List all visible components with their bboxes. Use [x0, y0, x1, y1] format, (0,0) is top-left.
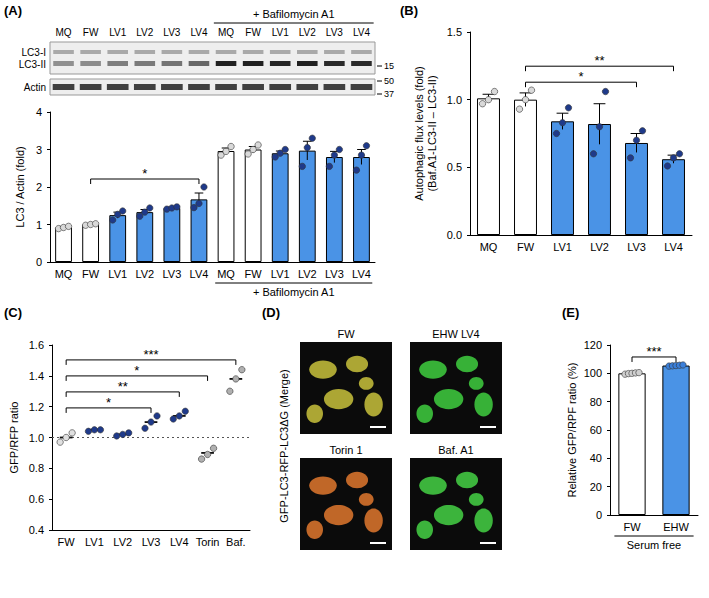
- svg-text:(A): (A): [4, 3, 22, 18]
- svg-text:GFP-LC3-RFP-LC3ΔG (Merge): GFP-LC3-RFP-LC3ΔG (Merge): [278, 369, 290, 522]
- svg-text:*: *: [142, 166, 147, 181]
- svg-text:FW: FW: [245, 27, 261, 38]
- svg-text:1: 1: [36, 219, 42, 231]
- svg-text:(Baf.A1-LC3-II – LC3-II): (Baf.A1-LC3-II – LC3-II): [426, 75, 438, 191]
- svg-text:LV4: LV4: [190, 27, 207, 38]
- svg-text:MQ: MQ: [217, 268, 235, 280]
- svg-text:LV3: LV3: [142, 536, 161, 548]
- svg-text:*: *: [578, 69, 583, 84]
- svg-text:1.4: 1.4: [29, 370, 44, 382]
- svg-text:Baf.: Baf.: [226, 536, 246, 548]
- svg-text:Actin: Actin: [24, 82, 46, 93]
- svg-text:LV2: LV2: [136, 27, 153, 38]
- svg-text:LV1: LV1: [271, 268, 290, 280]
- svg-text:LV3: LV3: [627, 241, 646, 253]
- svg-text:0.6: 0.6: [29, 493, 44, 505]
- svg-text:LV4: LV4: [664, 241, 683, 253]
- svg-text:GFP/RFP ratio: GFP/RFP ratio: [8, 402, 20, 474]
- svg-text:FW: FW: [623, 521, 641, 533]
- svg-text:LV4: LV4: [352, 268, 371, 280]
- svg-text:20: 20: [590, 481, 602, 493]
- svg-text:1.0: 1.0: [447, 94, 462, 106]
- svg-text:Serum free: Serum free: [627, 539, 681, 551]
- svg-text:***: ***: [143, 347, 158, 362]
- svg-text:LC3-II: LC3-II: [19, 59, 46, 70]
- svg-text:LC3 / Actin (fold): LC3 / Actin (fold): [14, 146, 26, 227]
- svg-text:LV3: LV3: [163, 27, 180, 38]
- svg-text:MQ: MQ: [218, 27, 234, 38]
- svg-text:0.0: 0.0: [447, 229, 462, 241]
- svg-text:FW: FW: [58, 536, 76, 548]
- svg-text:**: **: [594, 53, 604, 68]
- svg-text:80: 80: [590, 396, 602, 408]
- svg-text:EHW: EHW: [663, 521, 689, 533]
- svg-text:LV2: LV2: [298, 268, 317, 280]
- svg-text:LV3: LV3: [325, 268, 344, 280]
- svg-text:0: 0: [36, 256, 42, 268]
- svg-text:LV1: LV1: [553, 241, 572, 253]
- svg-text:FW: FW: [82, 268, 100, 280]
- svg-text:LV2: LV2: [135, 268, 154, 280]
- svg-text:(C): (C): [4, 305, 22, 320]
- svg-text:LV4: LV4: [353, 27, 370, 38]
- svg-text:LV4: LV4: [190, 268, 209, 280]
- svg-text:LV3: LV3: [326, 27, 343, 38]
- svg-text:3: 3: [36, 144, 42, 156]
- svg-text:60: 60: [590, 424, 602, 436]
- svg-text:+ Bafilomycin A1: + Bafilomycin A1: [253, 8, 335, 20]
- svg-text:FW: FW: [517, 241, 535, 253]
- svg-text:1.0: 1.0: [29, 432, 44, 444]
- svg-text:37: 37: [384, 89, 394, 99]
- svg-text:+ Bafilomycin A1: + Bafilomycin A1: [253, 286, 335, 298]
- svg-text:**: **: [118, 379, 128, 394]
- svg-text:15: 15: [384, 61, 394, 71]
- svg-text:LV2: LV2: [113, 536, 132, 548]
- svg-text:1.2: 1.2: [29, 401, 44, 413]
- svg-text:0.4: 0.4: [29, 524, 44, 536]
- svg-text:(E): (E): [562, 305, 579, 320]
- svg-text:LV2: LV2: [590, 241, 609, 253]
- svg-text:Baf. A1: Baf. A1: [438, 444, 473, 456]
- svg-text:Torin 1: Torin 1: [329, 444, 362, 456]
- svg-text:LV1: LV1: [109, 27, 126, 38]
- svg-text:EHW LV4: EHW LV4: [432, 328, 479, 340]
- svg-text:*: *: [106, 395, 111, 410]
- svg-text:***: ***: [646, 344, 661, 359]
- svg-text:0: 0: [596, 509, 602, 521]
- svg-text:FW: FW: [245, 268, 263, 280]
- svg-text:40: 40: [590, 452, 602, 464]
- svg-text:4: 4: [36, 106, 42, 118]
- svg-text:100: 100: [584, 367, 602, 379]
- svg-text:MQ: MQ: [55, 27, 71, 38]
- svg-text:2: 2: [36, 181, 42, 193]
- svg-text:*: *: [134, 363, 139, 378]
- svg-text:FW: FW: [83, 27, 99, 38]
- svg-text:0.5: 0.5: [447, 161, 462, 173]
- svg-text:50: 50: [384, 76, 394, 86]
- svg-text:1.6: 1.6: [29, 339, 44, 351]
- svg-text:Torin: Torin: [196, 536, 220, 548]
- svg-text:LV4: LV4: [170, 536, 189, 548]
- svg-text:Autophagic flux levels (fold): Autophagic flux levels (fold): [413, 66, 425, 201]
- svg-text:0.8: 0.8: [29, 462, 44, 474]
- svg-text:LC3-I: LC3-I: [22, 47, 46, 58]
- svg-text:FW: FW: [337, 328, 355, 340]
- svg-text:120: 120: [584, 339, 602, 351]
- svg-text:LV2: LV2: [299, 27, 316, 38]
- svg-text:(D): (D): [262, 305, 280, 320]
- svg-text:1.5: 1.5: [447, 26, 462, 38]
- svg-text:LV1: LV1: [108, 268, 127, 280]
- svg-text:MQ: MQ: [55, 268, 73, 280]
- svg-text:MQ: MQ: [480, 241, 498, 253]
- svg-text:LV1: LV1: [272, 27, 289, 38]
- svg-text:(B): (B): [400, 3, 418, 18]
- svg-text:Relative GFP/RPF ratio (%): Relative GFP/RPF ratio (%): [566, 362, 578, 497]
- svg-text:LV1: LV1: [85, 536, 104, 548]
- svg-text:LV3: LV3: [162, 268, 181, 280]
